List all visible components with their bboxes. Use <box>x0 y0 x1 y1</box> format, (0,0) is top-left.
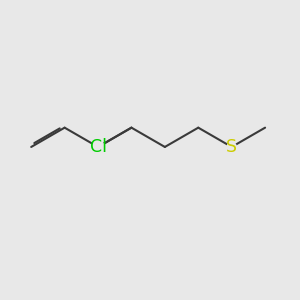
Text: S: S <box>226 138 237 156</box>
Text: Cl: Cl <box>89 138 106 156</box>
Circle shape <box>227 142 236 152</box>
Circle shape <box>92 141 104 153</box>
